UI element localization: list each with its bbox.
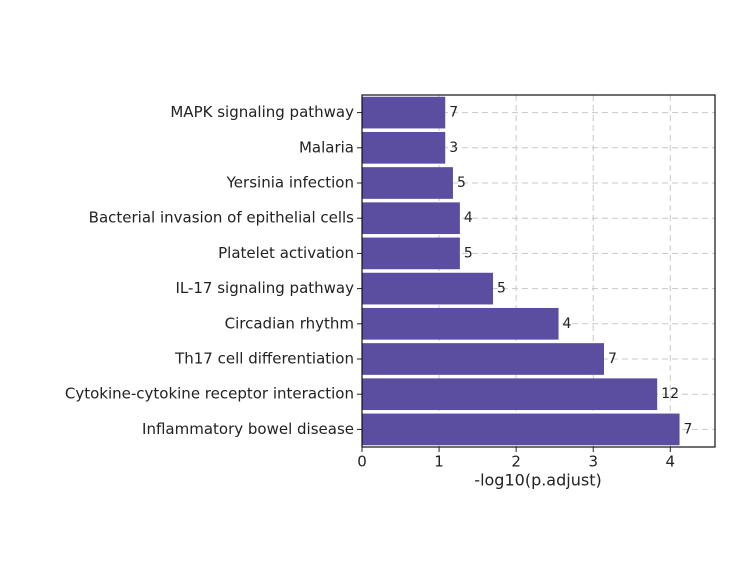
count-label: 7 bbox=[449, 105, 458, 121]
y-tick-label: IL-17 signaling pathway bbox=[175, 279, 354, 297]
bar bbox=[362, 202, 460, 235]
x-tick-label: 4 bbox=[666, 453, 676, 471]
x-axis-label: -log10(p.adjust) bbox=[474, 471, 601, 490]
x-tick-label: 2 bbox=[511, 453, 521, 471]
y-tick-label: Yersinia infection bbox=[226, 174, 354, 192]
bar bbox=[362, 272, 494, 305]
count-label: 4 bbox=[464, 210, 473, 226]
y-tick-label: Bacterial invasion of epithelial cells bbox=[89, 209, 355, 227]
bar bbox=[362, 378, 658, 411]
count-label: 5 bbox=[464, 245, 473, 261]
y-tick-label: Inflammatory bowel disease bbox=[142, 420, 354, 438]
x-tick-label: 1 bbox=[434, 453, 444, 471]
bar bbox=[362, 131, 446, 164]
x-tick-label: 3 bbox=[588, 453, 598, 471]
bar bbox=[362, 413, 680, 446]
y-tick-label: Cytokine-cytokine receptor interaction bbox=[65, 385, 354, 403]
count-label: 3 bbox=[449, 140, 458, 156]
count-label: 12 bbox=[661, 386, 679, 402]
bar bbox=[362, 307, 559, 340]
bar bbox=[362, 343, 605, 375]
y-tick-label: Circadian rhythm bbox=[225, 314, 354, 332]
bar bbox=[362, 237, 460, 270]
bar bbox=[362, 167, 453, 199]
x-tick-label: 0 bbox=[357, 453, 367, 471]
y-tick-label: Platelet activation bbox=[218, 244, 354, 262]
y-tick-label: Malaria bbox=[299, 138, 354, 156]
y-tick-label: Th17 cell differentiation bbox=[174, 350, 354, 368]
count-label: 7 bbox=[608, 351, 617, 367]
count-label: 7 bbox=[684, 421, 693, 437]
bar bbox=[362, 96, 446, 129]
y-tick-label: MAPK signaling pathway bbox=[170, 103, 354, 121]
count-label: 5 bbox=[457, 175, 466, 191]
count-label: 5 bbox=[497, 281, 506, 297]
plot-border bbox=[361, 94, 716, 448]
count-label: 4 bbox=[563, 316, 572, 332]
